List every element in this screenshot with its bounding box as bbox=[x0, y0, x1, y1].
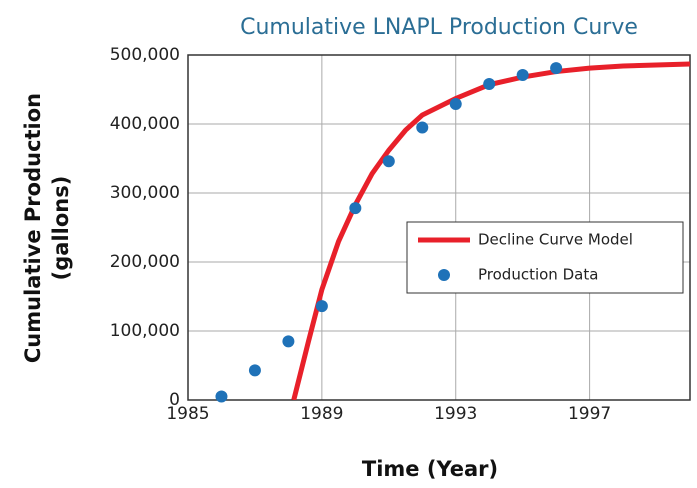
y-tick-label: 500,000 bbox=[110, 45, 180, 65]
data-point bbox=[215, 390, 228, 403]
data-point bbox=[449, 97, 462, 110]
plot-area bbox=[291, 61, 690, 400]
x-tick-label: 1993 bbox=[434, 404, 477, 424]
y-tick-label: 200,000 bbox=[110, 252, 180, 272]
chart-title: Cumulative LNAPL Production Curve bbox=[240, 15, 638, 40]
x-tick-label: 1989 bbox=[300, 404, 343, 424]
y-tick-label: 300,000 bbox=[110, 183, 180, 203]
y-tick-label: 400,000 bbox=[110, 114, 180, 134]
x-tick-label: 1985 bbox=[166, 404, 209, 424]
x-axis-title: Time (Year) bbox=[362, 457, 498, 481]
y-axis-title: Cumulative Production bbox=[21, 93, 45, 363]
y-tick-label: 0 bbox=[169, 390, 180, 410]
y-axis-title: (gallons) bbox=[49, 176, 73, 281]
y-tick-label: 100,000 bbox=[110, 321, 180, 341]
legend-box bbox=[406, 221, 684, 294]
data-point bbox=[248, 364, 261, 377]
plot-frame bbox=[187, 54, 691, 401]
data-point bbox=[282, 335, 295, 348]
data-point bbox=[382, 155, 395, 168]
x-tick-label: 1997 bbox=[568, 404, 611, 424]
data-point bbox=[483, 77, 496, 90]
model-line bbox=[291, 61, 690, 400]
legend-label: Production Data bbox=[478, 266, 598, 284]
legend-swatch bbox=[438, 269, 450, 281]
data-point bbox=[349, 202, 362, 215]
data-point bbox=[550, 62, 563, 75]
data-point bbox=[516, 69, 529, 82]
data-point bbox=[315, 300, 328, 313]
legend-label: Decline Curve Model bbox=[478, 231, 633, 249]
data-point bbox=[416, 121, 429, 134]
